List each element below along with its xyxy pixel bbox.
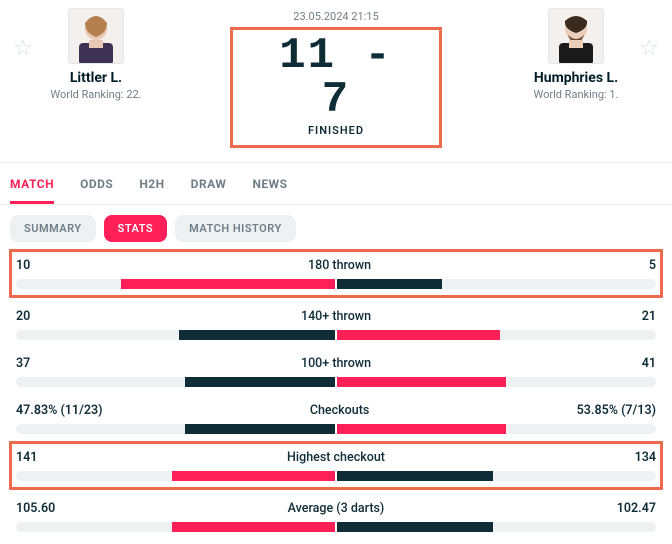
stat-label: 180 thrown	[308, 258, 371, 273]
stat-left-value: 105.60	[16, 501, 55, 516]
tab-odds[interactable]: ODDS	[80, 163, 113, 204]
stat-left-value: 10	[16, 258, 30, 273]
stat-left-value: 37	[16, 356, 30, 371]
stat-bars	[16, 471, 656, 481]
subtab-summary[interactable]: SUMMARY	[10, 215, 96, 242]
tab-news[interactable]: NEWS	[252, 163, 287, 204]
score-value: 11 - 7	[259, 34, 413, 122]
stat-right-value: 41	[642, 356, 656, 371]
stat-label: Checkouts	[310, 403, 370, 418]
stat-row: 37 100+ thrown 41	[10, 348, 662, 395]
stat-right-value: 53.85% (7/13)	[577, 403, 656, 418]
tab-draw[interactable]: DRAW	[191, 163, 227, 204]
stat-left-value: 47.83% (11/23)	[16, 403, 103, 418]
player-left-name: Littler L.	[36, 70, 156, 86]
stat-left-value: 141	[16, 450, 37, 465]
stat-row: 141 Highest checkout 134	[10, 442, 662, 489]
stat-bars	[16, 424, 656, 434]
stat-left-value: 20	[16, 309, 30, 324]
stat-bars	[16, 330, 656, 340]
stat-label: 140+ thrown	[301, 309, 371, 324]
team-left: ☆ Littler L. World Ranking: 22.	[10, 8, 230, 101]
score-center: 23.05.2024 21:15 11 - 7 FINISHED	[230, 8, 442, 152]
favorite-star-icon[interactable]: ☆	[636, 36, 662, 61]
player-right-ranking: World Ranking: 1.	[516, 88, 636, 101]
subtab-match-history[interactable]: MATCH HISTORY	[175, 215, 296, 242]
stat-label: Highest checkout	[287, 450, 385, 465]
tab-h2h[interactable]: H2H	[139, 163, 164, 204]
player-right[interactable]: Humphries L. World Ranking: 1.	[516, 8, 636, 101]
stats-list: 10 180 thrown 5 20 140+ thrown 21 37 100+ throw…	[0, 250, 672, 540]
match-datetime: 23.05.2024 21:15	[230, 10, 442, 23]
stat-right-value: 21	[642, 309, 656, 324]
player-left-avatar	[68, 8, 124, 64]
stat-row: 105.60 Average (3 darts) 102.47	[10, 493, 662, 540]
stat-label: Average (3 darts)	[288, 501, 385, 516]
scoreboard: ☆ Littler L. World Ranking: 22. 23.05.20…	[0, 0, 672, 162]
main-tabs: MATCH ODDS H2H DRAW NEWS	[0, 162, 672, 205]
player-right-name: Humphries L.	[516, 70, 636, 86]
stat-row: 47.83% (11/23) Checkouts 53.85% (7/13)	[10, 395, 662, 442]
stat-row: 10 180 thrown 5	[10, 250, 662, 297]
stat-right-value: 134	[635, 450, 656, 465]
player-left-ranking: World Ranking: 22.	[36, 88, 156, 101]
stat-label: 100+ thrown	[301, 356, 371, 371]
score-box: 11 - 7 FINISHED	[230, 27, 442, 148]
stat-bars	[16, 377, 656, 387]
favorite-star-icon[interactable]: ☆	[10, 36, 36, 61]
stat-row: 20 140+ thrown 21	[10, 301, 662, 348]
team-right: Humphries L. World Ranking: 1. ☆	[442, 8, 662, 101]
stat-right-value: 5	[649, 258, 656, 273]
stat-bars	[16, 279, 656, 289]
tab-match[interactable]: MATCH	[10, 163, 54, 204]
stat-bars	[16, 522, 656, 532]
sub-tabs: SUMMARY STATS MATCH HISTORY	[0, 205, 672, 250]
stat-right-value: 102.47	[617, 501, 656, 516]
match-status: FINISHED	[259, 124, 413, 137]
player-left[interactable]: Littler L. World Ranking: 22.	[36, 8, 156, 101]
subtab-stats[interactable]: STATS	[104, 215, 168, 242]
player-right-avatar	[548, 8, 604, 64]
